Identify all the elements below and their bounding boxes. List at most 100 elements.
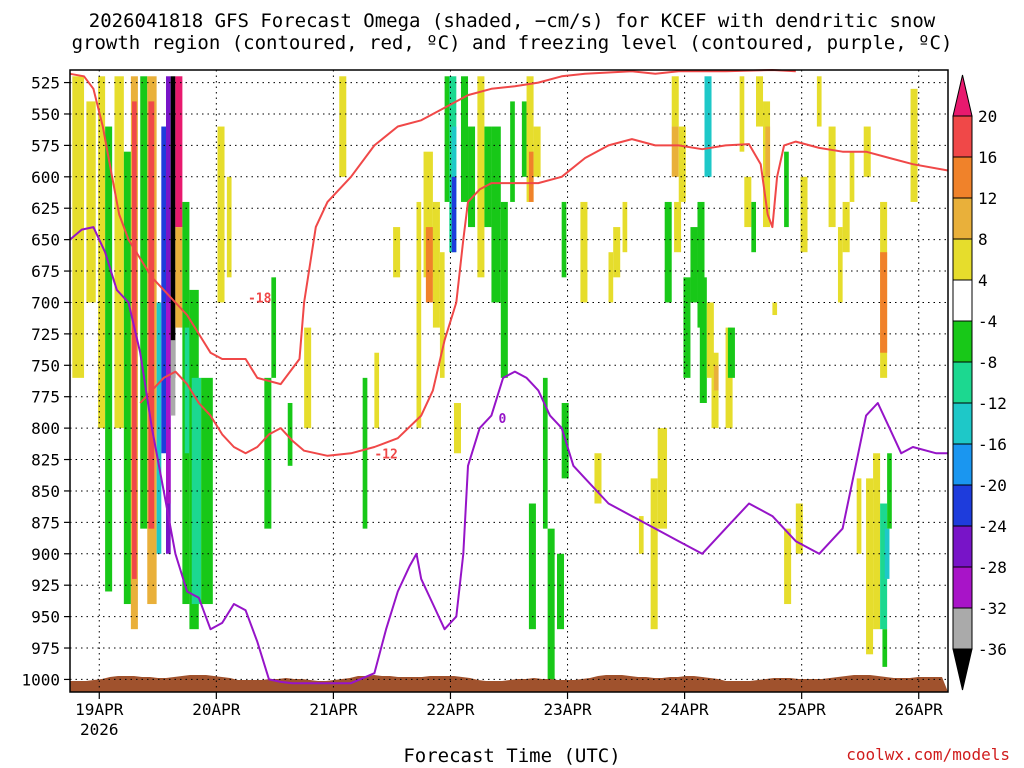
x-tick-label-1: 20APR	[192, 700, 241, 719]
omega-cell-62	[594, 453, 602, 504]
x-tick-label-2: 21APR	[309, 700, 358, 719]
y-tick-label-925: 925	[31, 576, 60, 595]
y-tick-label-775: 775	[31, 388, 60, 407]
colorbar-tick-label-12: -32	[978, 599, 1007, 618]
omega-cell-107	[884, 528, 890, 579]
omega-cell-22	[191, 377, 202, 605]
x-year-label: 2026	[80, 720, 119, 739]
omega-cell-23	[201, 377, 213, 605]
contour-label-0: -18	[248, 291, 272, 306]
omega-cell-0	[72, 76, 85, 378]
omega-cell-36	[425, 227, 433, 303]
y-tick-label-550: 550	[31, 105, 60, 124]
omega-cell-77	[699, 277, 707, 403]
y-tick-label-900: 900	[31, 545, 60, 564]
omega-cell-29	[304, 327, 312, 429]
omega-cell-43	[453, 402, 462, 454]
omega-cell-109	[887, 453, 892, 529]
omega-cell-44	[461, 76, 469, 202]
omega-cell-74	[683, 277, 691, 378]
omega-cell-33	[393, 227, 401, 278]
credit-text: coolwx.com/models	[846, 745, 1010, 764]
y-tick-label-675: 675	[31, 262, 60, 281]
omega-cell-94	[800, 176, 808, 253]
omega-cell-10	[148, 101, 155, 529]
colorbar-bin-0	[952, 74, 973, 117]
y-tick-label-575: 575	[31, 136, 60, 155]
colorbar-tick-label-2: 12	[978, 189, 997, 208]
colorbar-bin-10	[952, 484, 973, 527]
omega-cell-47	[484, 126, 492, 228]
omega-cell-78	[704, 76, 712, 177]
omega-cell-85	[744, 176, 752, 228]
omega-cell-1	[86, 101, 96, 303]
omega-cell-83	[727, 327, 735, 378]
ground-surface	[70, 675, 948, 692]
omega-cell-95	[816, 76, 822, 127]
omega-cell-105	[880, 252, 888, 353]
colorbar-bin-11	[952, 525, 973, 568]
omega-cell-32	[374, 352, 380, 429]
contour-label-1: -12	[374, 447, 397, 462]
contour-label-2: 0	[498, 412, 506, 427]
colorbar-bin-4	[952, 238, 973, 281]
omega-cell-50	[510, 101, 515, 202]
y-tick-label-1000: 1000	[21, 670, 60, 689]
omega-cell-4	[114, 76, 124, 429]
omega-cell-2	[98, 76, 106, 429]
omega-cell-79	[706, 302, 714, 378]
omega-cell-64	[613, 227, 621, 278]
colorbar-bin-5	[952, 279, 973, 322]
y-tick-label-725: 725	[31, 325, 60, 344]
omega-cell-14	[165, 302, 171, 504]
omega-cell-25	[226, 176, 232, 278]
omega-cell-87	[756, 76, 764, 127]
y-tick-label-950: 950	[31, 608, 60, 627]
omega-cell-110	[910, 88, 918, 202]
omega-cell-103	[873, 453, 881, 630]
omega-cell-8	[140, 76, 148, 529]
omega-cell-16	[170, 340, 176, 416]
colorbar-bin-12	[952, 566, 973, 609]
colorbar-tick-label-7: -12	[978, 394, 1007, 413]
colorbar-bin-8	[952, 402, 973, 445]
omega-cell-38	[439, 252, 445, 378]
omega-cell-98	[842, 201, 850, 253]
omega-cell-31	[362, 377, 368, 529]
colorbar-bin-14	[952, 648, 973, 691]
omega-cell-46	[477, 76, 485, 278]
omega-cell-55	[528, 503, 536, 630]
y-tick-label-600: 600	[31, 168, 60, 187]
omega-cell-61	[580, 201, 588, 303]
y-tick-label-650: 650	[31, 231, 60, 250]
colorbar-tick-label-10: -24	[978, 517, 1007, 536]
x-tick-label-3: 22APR	[426, 700, 475, 719]
omega-cell-3	[105, 126, 113, 592]
omega-cell-24	[217, 126, 225, 303]
y-tick-label-800: 800	[31, 419, 60, 438]
omega-cell-69	[664, 201, 672, 303]
y-tick-label-825: 825	[31, 451, 60, 470]
x-tick-label-0: 19APR	[75, 700, 124, 719]
omega-cell-28	[287, 402, 293, 466]
omega-cell-26	[264, 377, 272, 529]
omega-cell-18	[175, 227, 183, 328]
colorbar-tick-label-8: -16	[978, 435, 1007, 454]
omega-cell-53	[528, 151, 534, 202]
grid-layer	[70, 70, 948, 692]
omega-cell-102	[866, 478, 874, 655]
colorbar-tick-label-0: 20	[978, 107, 997, 126]
chart-title-line-1: 2026041818 GFS Forecast Omega (shaded, −…	[88, 10, 936, 32]
omega-cell-59	[561, 201, 567, 278]
omega-cell-81	[713, 365, 719, 391]
y-tick-label-975: 975	[31, 639, 60, 658]
omega-cell-68	[657, 428, 668, 529]
x-tick-label-6: 25APR	[778, 700, 827, 719]
omega-cell-75	[690, 227, 698, 303]
omega-cell-91	[784, 151, 789, 228]
y-tick-label-625: 625	[31, 199, 60, 218]
colorbar-bin-7	[952, 361, 973, 404]
omega-cell-7	[132, 101, 137, 579]
chart-title-line-2: growth region (contoured, red, ºC) and f…	[71, 32, 953, 54]
